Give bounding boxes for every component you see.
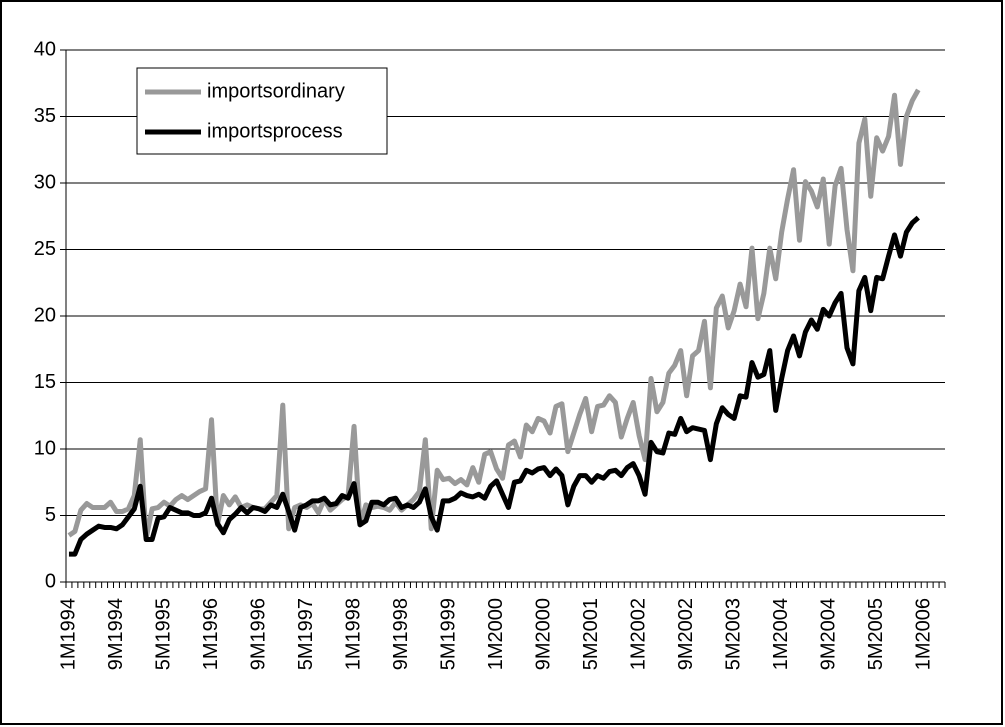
x-tick-label: 5M2001 [580,598,602,670]
series-line [67,88,921,541]
x-tick-label: 1M2006 [912,598,934,670]
x-tick-label: 5M1999 [437,598,459,670]
x-tick-label: 5M1995 [152,598,174,670]
series-line [68,215,920,557]
legend-label: importsprocess [207,120,343,142]
y-tick-label: 35 [34,105,56,127]
x-tick-label: 9M1998 [390,598,412,670]
y-tick-label: 15 [34,371,56,393]
x-tick-label: 1M2000 [485,598,507,670]
x-tick-label: 9M2002 [675,598,697,670]
y-tick-label: 10 [34,437,56,459]
y-tick-label: 0 [45,570,56,592]
x-tick-label: 5M1997 [295,598,317,670]
y-tick-label: 5 [45,504,56,526]
legend-box [136,67,388,155]
y-tick-label: 30 [34,171,56,193]
x-tick-label: 1M1998 [342,598,364,670]
y-tick-label: 20 [34,304,56,326]
x-tick-label: 1M1996 [200,598,222,670]
x-tick-label: 1M1994 [57,598,79,670]
x-tick-label: 1M2004 [770,598,792,670]
legend-label: importsordinary [207,80,345,102]
axes: 0 5 10 15 20 25 30 35 40 1M1994 9M1994 5M1995 1M1996… [34,38,946,670]
x-tick-label: 5M2005 [865,598,887,670]
x-tick-label: 9M2000 [532,598,554,670]
x-tick-label: 1M2002 [627,598,649,670]
x-tick-label: 9M2004 [817,598,839,670]
x-tick-label: 9M1994 [105,598,127,670]
legend: importsordinary importsprocess [136,67,388,155]
y-tick-label: 25 [34,238,56,260]
x-tick-label: 5M2003 [722,598,744,670]
lines [67,88,921,557]
y-tick-label: 40 [34,38,56,60]
x-tick-label: 9M1996 [247,598,269,670]
